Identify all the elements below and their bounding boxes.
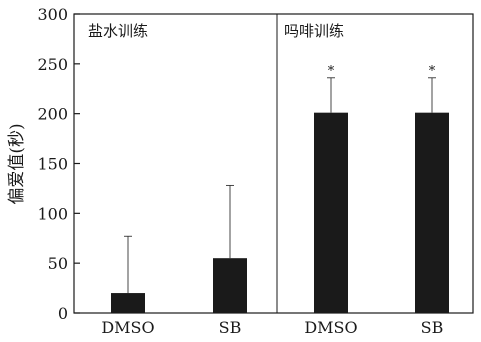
- x-category-label: DMSO: [101, 318, 154, 337]
- bar: [111, 293, 145, 313]
- bar: [314, 112, 348, 313]
- bar: [213, 258, 247, 313]
- y-tick-label: 200: [37, 105, 68, 124]
- y-tick-label: 150: [37, 155, 68, 174]
- y-tick-label: 250: [37, 55, 68, 74]
- significance-mark: *: [429, 64, 436, 79]
- y-tick-label: 300: [37, 5, 68, 24]
- plot-frame: [73, 13, 474, 314]
- bar: [415, 112, 449, 313]
- x-category-label: DMSO: [304, 318, 357, 337]
- panel-label: 盐水训练: [88, 22, 148, 40]
- y-axis: 0 50 100 150 200 250 300: [37, 5, 80, 323]
- bars: [111, 77, 449, 313]
- labels: 盐水训练 DMSO SB 吗啡训练 * DMSO * SB: [88, 22, 443, 337]
- y-tick-label: 100: [37, 204, 68, 223]
- y-axis-title: 偏爱值(秒): [7, 123, 27, 204]
- x-category-label: SB: [421, 318, 444, 337]
- plot-border: [73, 13, 474, 314]
- y-tick-label: 50: [48, 254, 68, 273]
- x-category-label: SB: [219, 318, 242, 337]
- panel-label: 吗啡训练: [284, 22, 344, 40]
- significance-mark: *: [328, 64, 335, 79]
- y-tick-label: 0: [58, 304, 68, 323]
